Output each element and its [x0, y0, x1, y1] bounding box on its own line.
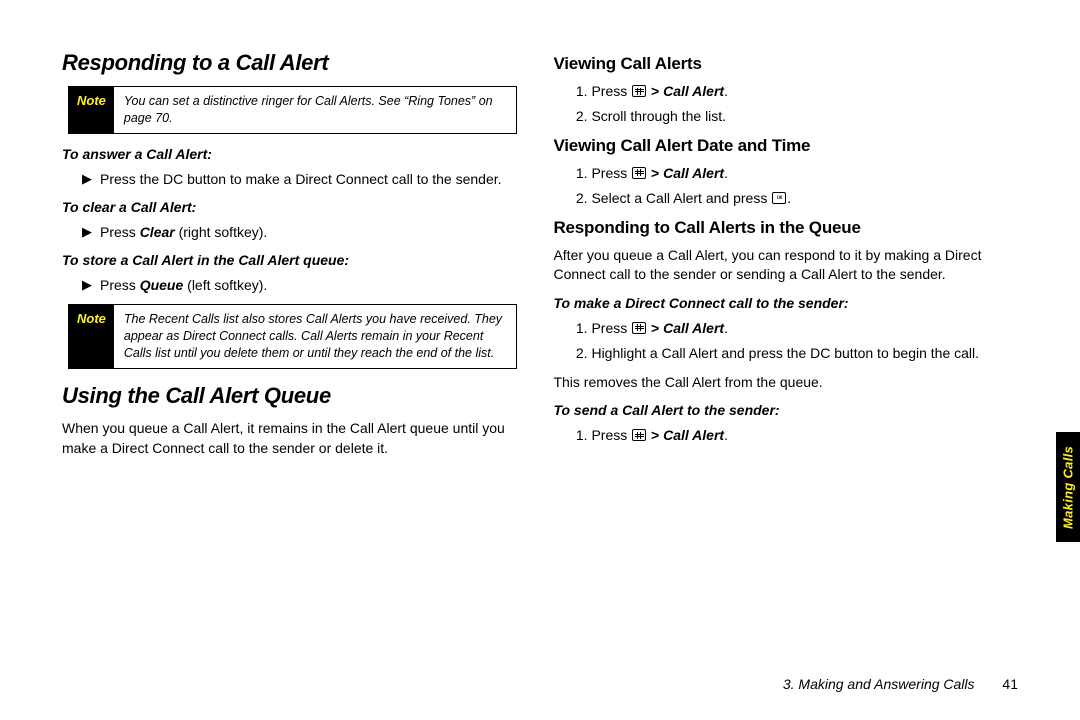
steps-viewing: Press > Call Alert. Scroll through the l… — [591, 82, 1018, 126]
sub-clear: To clear a Call Alert: — [62, 199, 517, 215]
t: Press — [591, 427, 631, 443]
bullet-clear: ▶ Press Clear (right softkey). — [82, 223, 517, 242]
t: Press — [100, 224, 140, 240]
footer: 3. Making and Answering Calls 41 — [783, 676, 1018, 692]
t: Call Alert — [663, 320, 724, 336]
step: Highlight a Call Alert and press the DC … — [591, 344, 1018, 363]
note-box-2: Note The Recent Calls list also stores C… — [68, 304, 517, 369]
bullet-answer: ▶ Press the DC button to make a Direct C… — [82, 170, 517, 189]
t: . — [724, 320, 728, 336]
step: Press > Call Alert. — [591, 82, 1018, 101]
body-responding-queue: After you queue a Call Alert, you can re… — [553, 246, 1018, 285]
steps-make-dc: Press > Call Alert. Highlight a Call Ale… — [591, 319, 1018, 363]
heading-viewing: Viewing Call Alerts — [553, 54, 1018, 74]
steps-send-alert: Press > Call Alert. — [591, 426, 1018, 445]
t: Call Alert — [663, 83, 724, 99]
bullet-store: ▶ Press Queue (left softkey). — [82, 276, 517, 295]
body-remove: This removes the Call Alert from the que… — [553, 373, 1018, 393]
menu-icon — [632, 167, 646, 179]
left-column: Responding to a Call Alert Note You can … — [62, 50, 517, 690]
note-label: Note — [69, 305, 114, 368]
t: Press — [591, 320, 631, 336]
t: Call Alert — [663, 165, 724, 181]
note-label: Note — [69, 87, 114, 133]
t: . — [787, 190, 791, 206]
heading-datetime: Viewing Call Alert Date and Time — [553, 136, 1018, 156]
right-column: Viewing Call Alerts Press > Call Alert. … — [553, 50, 1018, 690]
t: Press — [591, 165, 631, 181]
t: > — [647, 83, 663, 99]
page: Responding to a Call Alert Note You can … — [0, 0, 1080, 720]
heading-responding: Responding to a Call Alert — [62, 50, 517, 76]
t: Select a Call Alert and press — [591, 190, 771, 206]
t: Clear — [140, 224, 175, 240]
footer-page: 41 — [1002, 676, 1018, 692]
sub-make-dc: To make a Direct Connect call to the sen… — [553, 295, 1018, 311]
side-tab: Making Calls — [1056, 432, 1080, 542]
heading-responding-queue: Responding to Call Alerts in the Queue — [553, 218, 1018, 238]
t: Press — [100, 277, 140, 293]
note-box-1: Note You can set a distinctive ringer fo… — [68, 86, 517, 134]
step: Press > Call Alert. — [591, 319, 1018, 338]
t: > — [647, 427, 663, 443]
t: > — [647, 320, 663, 336]
t: (left softkey). — [183, 277, 267, 293]
t: > — [647, 165, 663, 181]
t: . — [724, 83, 728, 99]
note-text: You can set a distinctive ringer for Cal… — [114, 87, 517, 133]
t: Press — [591, 83, 631, 99]
step: Select a Call Alert and press . — [591, 189, 1018, 208]
step: Press > Call Alert. — [591, 426, 1018, 445]
bullet-mark-icon: ▶ — [82, 170, 100, 189]
body-queue: When you queue a Call Alert, it remains … — [62, 419, 517, 458]
t: (right softkey). — [175, 224, 268, 240]
bullet-text: Press Clear (right softkey). — [100, 223, 267, 242]
bullet-mark-icon: ▶ — [82, 223, 100, 242]
bullet-mark-icon: ▶ — [82, 276, 100, 295]
note-text: The Recent Calls list also stores Call A… — [114, 305, 517, 368]
t: Call Alert — [663, 427, 724, 443]
step: Scroll through the list. — [591, 107, 1018, 126]
steps-datetime: Press > Call Alert. Select a Call Alert … — [591, 164, 1018, 208]
menu-icon — [632, 429, 646, 441]
sub-answer: To answer a Call Alert: — [62, 146, 517, 162]
bullet-text: Press the DC button to make a Direct Con… — [100, 170, 502, 189]
menu-icon — [632, 85, 646, 97]
menu-icon — [632, 322, 646, 334]
sub-send-alert: To send a Call Alert to the sender: — [553, 402, 1018, 418]
t: . — [724, 165, 728, 181]
sub-store: To store a Call Alert in the Call Alert … — [62, 252, 517, 268]
ok-icon — [772, 192, 786, 204]
bullet-text: Press Queue (left softkey). — [100, 276, 267, 295]
footer-chapter: 3. Making and Answering Calls — [783, 676, 975, 692]
t: . — [724, 427, 728, 443]
step: Press > Call Alert. — [591, 164, 1018, 183]
t: Queue — [140, 277, 184, 293]
heading-queue: Using the Call Alert Queue — [62, 383, 517, 409]
